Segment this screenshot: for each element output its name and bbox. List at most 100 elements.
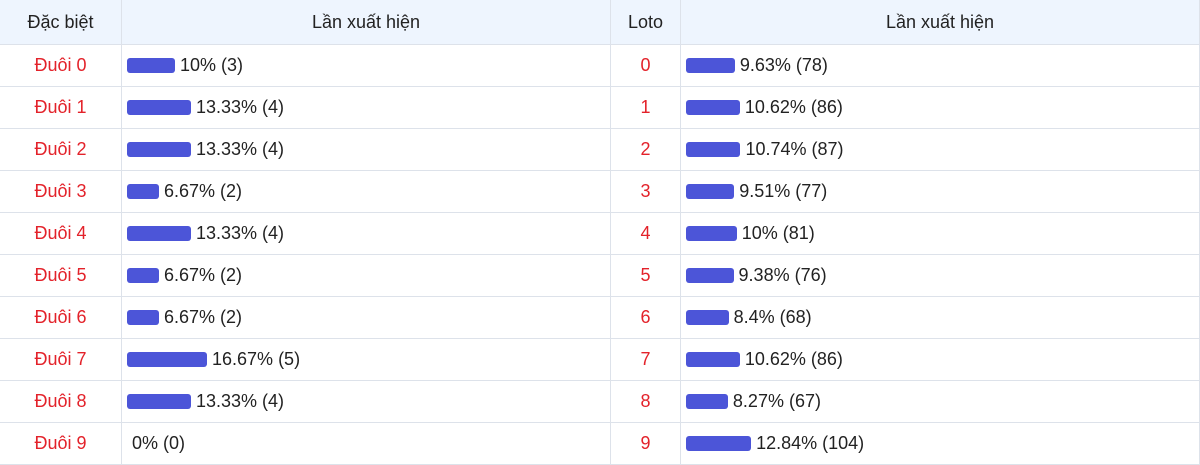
row-label: Đuôi 6	[0, 297, 122, 339]
row-label: 0	[611, 45, 681, 87]
bar	[686, 436, 752, 451]
value-label: 13.33% (4)	[195, 223, 285, 243]
bar	[127, 58, 175, 73]
value-cell: 13.33% (4)	[122, 129, 611, 171]
value-label: 13.33% (4)	[195, 97, 285, 117]
row-label: 4	[611, 213, 681, 255]
row-label-text: 6	[640, 307, 651, 327]
row-label-text: Đuôi 0	[34, 55, 87, 75]
value-cell: 10% (3)	[122, 45, 611, 87]
row-label-text: 4	[640, 223, 651, 243]
bar	[127, 310, 160, 325]
row-label-text: Đuôi 8	[34, 391, 87, 411]
value-cell: 10.62% (86)	[681, 87, 1200, 129]
value-label: 10% (81)	[741, 223, 815, 243]
bar	[686, 310, 729, 325]
row-label-text: Đuôi 9	[34, 433, 87, 453]
row-label: Đuôi 2	[0, 129, 122, 171]
row-label-text: 2	[640, 139, 651, 159]
bar	[127, 184, 160, 199]
row-label: 1	[611, 87, 681, 129]
value-cell: 9.51% (77)	[681, 171, 1200, 213]
value-label: 8.27% (67)	[732, 391, 821, 411]
value-label: 12.84% (104)	[756, 433, 865, 453]
bar	[686, 394, 728, 409]
row-label-text: 9	[640, 433, 651, 453]
row-label-text: 3	[640, 181, 651, 201]
row-label: 7	[611, 339, 681, 381]
value-cell: 9.38% (76)	[681, 255, 1200, 297]
row-label: 9	[611, 423, 681, 465]
row-label-text: Đuôi 4	[34, 223, 87, 243]
bar	[686, 352, 740, 367]
bar	[686, 100, 740, 115]
bar	[686, 142, 741, 157]
bar	[127, 352, 208, 367]
header-cell: Loto	[611, 0, 681, 45]
header-cell: Lần xuất hiện	[122, 0, 611, 45]
row-label-text: 7	[640, 349, 651, 369]
bar	[686, 184, 735, 199]
value-label: 10.62% (86)	[744, 97, 843, 117]
row-label: 2	[611, 129, 681, 171]
row-label: Đuôi 9	[0, 423, 122, 465]
bar	[127, 394, 191, 409]
value-label: 10% (3)	[180, 55, 244, 75]
value-cell: 16.67% (5)	[122, 339, 611, 381]
value-cell: 10% (81)	[681, 213, 1200, 255]
row-label: 6	[611, 297, 681, 339]
header-text: Loto	[627, 11, 664, 32]
value-label: 13.33% (4)	[195, 139, 285, 159]
value-label: 6.67% (2)	[164, 307, 243, 327]
value-cell: 13.33% (4)	[122, 381, 611, 423]
value-cell: 6.67% (2)	[122, 171, 611, 213]
row-label-text: 0	[640, 55, 651, 75]
value-cell: 6.67% (2)	[122, 255, 611, 297]
value-cell: 12.84% (104)	[681, 423, 1200, 465]
bar	[127, 268, 160, 283]
row-label-text: Đuôi 2	[34, 139, 87, 159]
row-label-text: 8	[640, 391, 651, 411]
header-text: Đặc biệt	[27, 11, 94, 32]
bar	[127, 100, 191, 115]
value-cell: 0% (0)	[122, 423, 611, 465]
value-label: 9.63% (78)	[739, 55, 828, 75]
row-label: Đuôi 1	[0, 87, 122, 129]
row-label-text: 1	[640, 97, 651, 117]
value-label: 6.67% (2)	[164, 265, 243, 285]
bar	[127, 142, 191, 157]
row-label: Đuôi 5	[0, 255, 122, 297]
value-label: 8.4% (68)	[733, 307, 812, 327]
value-cell: 13.33% (4)	[122, 87, 611, 129]
value-cell: 9.63% (78)	[681, 45, 1200, 87]
value-cell: 6.67% (2)	[122, 297, 611, 339]
header-text: Lần xuất hiện	[311, 11, 421, 32]
row-label: 5	[611, 255, 681, 297]
bar	[686, 268, 734, 283]
header-cell: Đặc biệt	[0, 0, 122, 45]
row-label-text: Đuôi 6	[34, 307, 87, 327]
value-cell: 8.27% (67)	[681, 381, 1200, 423]
value-label: 6.67% (2)	[164, 181, 243, 201]
row-label-text: Đuôi 1	[34, 97, 87, 117]
value-label: 16.67% (5)	[212, 349, 301, 369]
row-label: Đuôi 3	[0, 171, 122, 213]
bar	[686, 226, 737, 241]
row-label: Đuôi 4	[0, 213, 122, 255]
value-cell: 13.33% (4)	[122, 213, 611, 255]
row-label: Đuôi 7	[0, 339, 122, 381]
row-label-text: Đuôi 7	[34, 349, 87, 369]
value-label: 10.74% (87)	[745, 139, 844, 159]
row-label: Đuôi 0	[0, 45, 122, 87]
value-label: 9.51% (77)	[739, 181, 828, 201]
header-text: Lần xuất hiện	[885, 11, 995, 32]
row-label-text: Đuôi 3	[34, 181, 87, 201]
value-label: 10.62% (86)	[744, 349, 843, 369]
row-label-text: Đuôi 5	[34, 265, 87, 285]
bar	[686, 58, 735, 73]
row-label: Đuôi 8	[0, 381, 122, 423]
value-cell: 8.4% (68)	[681, 297, 1200, 339]
value-cell: 10.74% (87)	[681, 129, 1200, 171]
value-label: 9.38% (76)	[738, 265, 827, 285]
